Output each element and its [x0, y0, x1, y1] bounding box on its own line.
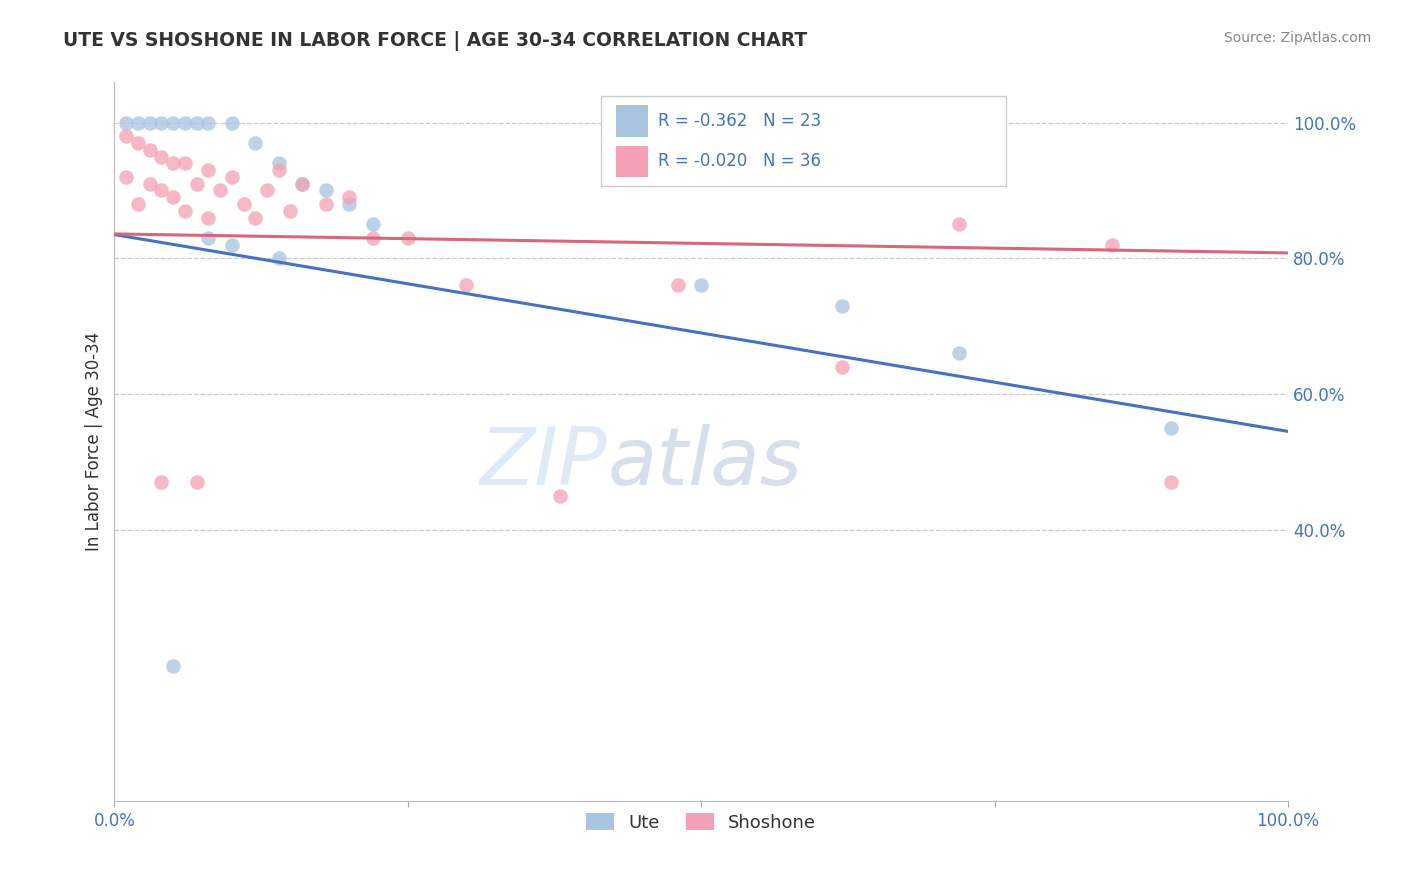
Text: atlas: atlas: [607, 425, 801, 502]
Point: [245, 136, 267, 150]
Point: [208, 184, 231, 198]
Point: [197, 115, 219, 129]
Point: [361, 218, 384, 232]
Point: [162, 156, 184, 170]
Point: [550, 489, 572, 503]
Point: [150, 115, 173, 129]
Point: [115, 169, 138, 184]
Point: [232, 197, 254, 211]
Point: [337, 190, 360, 204]
Point: [1160, 421, 1182, 435]
Point: [115, 129, 138, 144]
Point: [1101, 237, 1123, 252]
Legend: Ute, Shoshone: Ute, Shoshone: [579, 806, 823, 839]
Point: [138, 115, 160, 129]
Y-axis label: In Labor Force | Age 30-34: In Labor Force | Age 30-34: [86, 332, 103, 551]
Point: [197, 163, 219, 178]
Point: [245, 211, 267, 225]
Text: R = -0.020   N = 36: R = -0.020 N = 36: [658, 153, 821, 170]
Bar: [616, 145, 648, 178]
Point: [948, 218, 970, 232]
Point: [186, 115, 208, 129]
Point: [186, 177, 208, 191]
Point: [138, 177, 160, 191]
Point: [127, 197, 149, 211]
Point: [197, 211, 219, 225]
FancyBboxPatch shape: [602, 96, 1007, 186]
Point: [361, 231, 384, 245]
Point: [115, 115, 138, 129]
Point: [291, 177, 314, 191]
Point: [150, 475, 173, 490]
Text: Source: ZipAtlas.com: Source: ZipAtlas.com: [1223, 31, 1371, 45]
Point: [280, 203, 302, 218]
Point: [396, 231, 419, 245]
Point: [666, 278, 689, 293]
Text: UTE VS SHOSHONE IN LABOR FORCE | AGE 30-34 CORRELATION CHART: UTE VS SHOSHONE IN LABOR FORCE | AGE 30-…: [63, 31, 807, 51]
Point: [127, 115, 149, 129]
Point: [315, 197, 337, 211]
Text: ZIP: ZIP: [479, 425, 607, 502]
Point: [173, 115, 195, 129]
Point: [690, 278, 713, 293]
Point: [221, 237, 243, 252]
Point: [456, 278, 478, 293]
Point: [267, 163, 290, 178]
Point: [138, 143, 160, 157]
Point: [221, 115, 243, 129]
Point: [267, 252, 290, 266]
Point: [1160, 475, 1182, 490]
Point: [256, 184, 278, 198]
Bar: [616, 105, 648, 136]
Point: [831, 359, 853, 374]
Point: [150, 184, 173, 198]
Point: [127, 136, 149, 150]
Point: [291, 177, 314, 191]
Text: R = -0.362   N = 23: R = -0.362 N = 23: [658, 112, 821, 130]
Point: [173, 156, 195, 170]
Point: [948, 346, 970, 360]
Point: [162, 115, 184, 129]
Point: [173, 203, 195, 218]
Point: [831, 299, 853, 313]
Point: [337, 197, 360, 211]
Point: [186, 475, 208, 490]
Point: [150, 150, 173, 164]
Point: [221, 169, 243, 184]
Point: [267, 156, 290, 170]
Point: [197, 231, 219, 245]
Point: [162, 658, 184, 673]
Point: [315, 184, 337, 198]
Point: [162, 190, 184, 204]
